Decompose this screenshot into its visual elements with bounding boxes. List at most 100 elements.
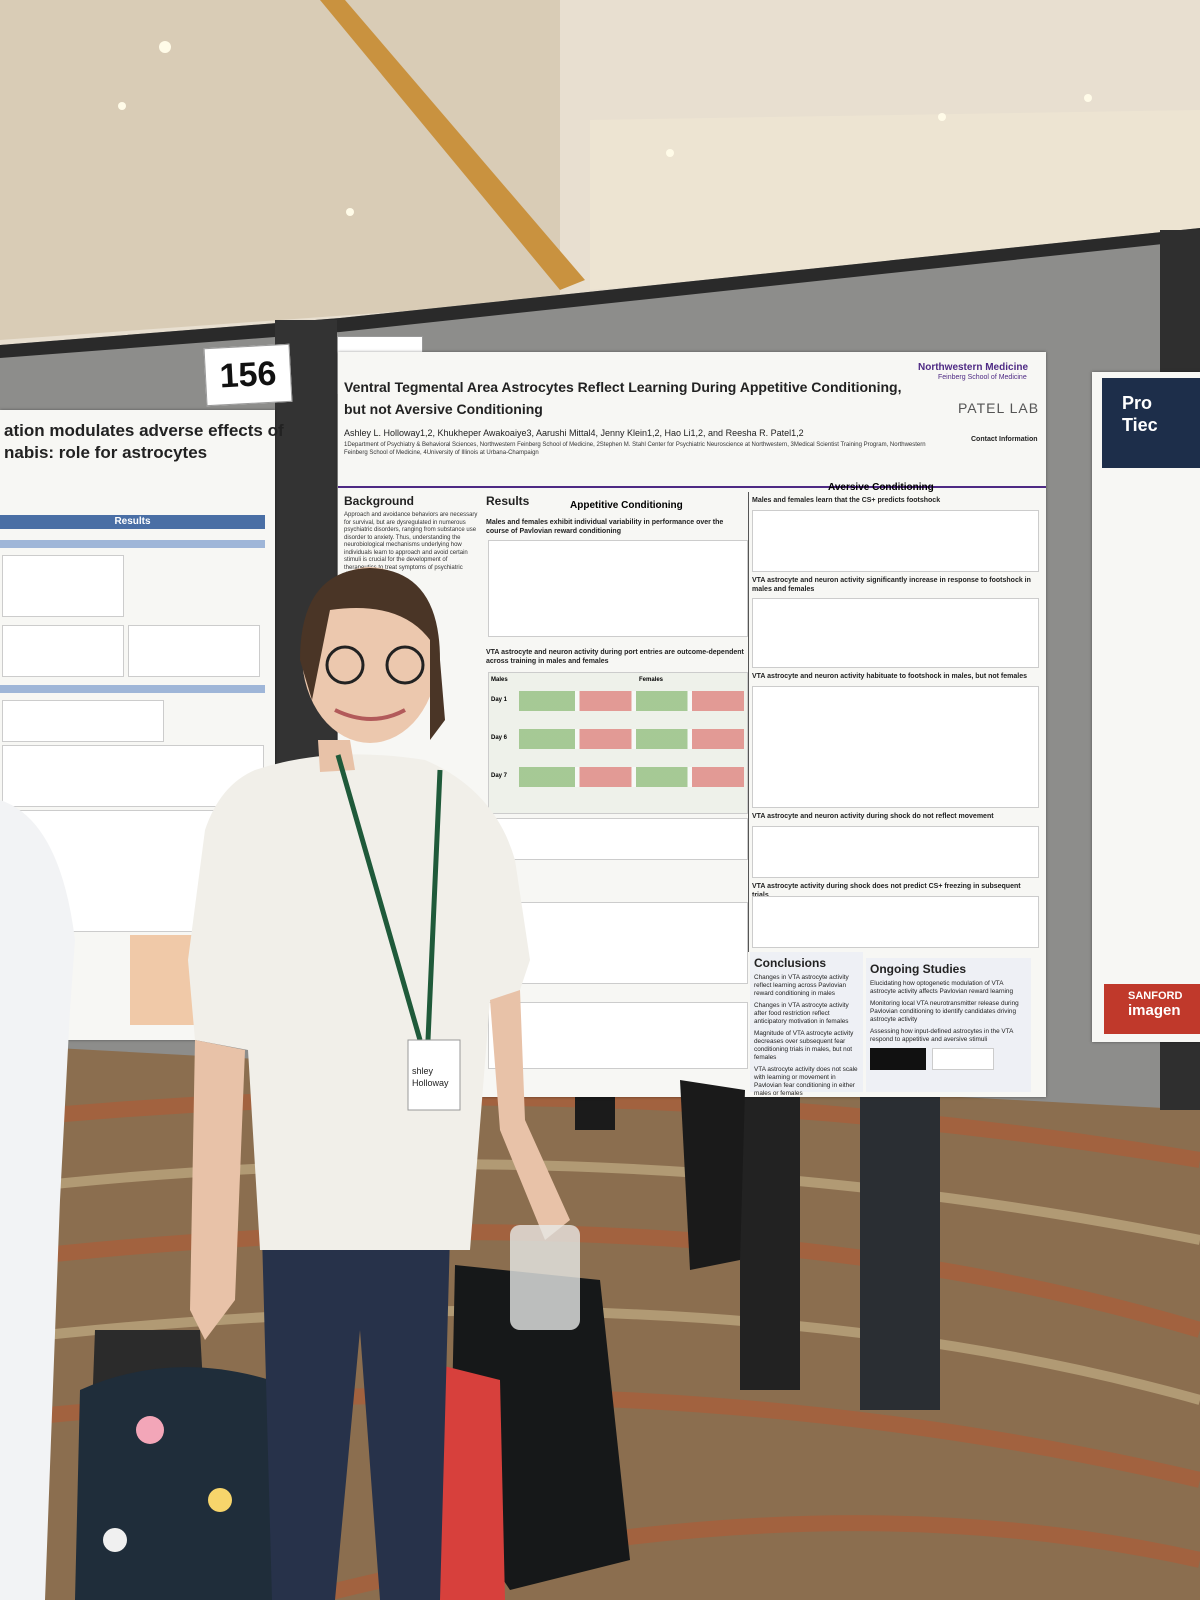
poster-title: Ventral Tegmental Area Astrocytes Reflec…	[344, 376, 902, 420]
ceiling-trim	[320, 0, 585, 290]
lab-name: PATEL LAB	[958, 400, 1040, 416]
figure	[488, 1002, 748, 1069]
subheader-bar	[0, 540, 265, 548]
section-heading: Ongoing Studies	[870, 962, 966, 976]
figure	[752, 598, 1039, 668]
shirt	[188, 754, 530, 1250]
ceiling-light	[938, 113, 946, 121]
section-heading: Conclusions	[754, 956, 827, 970]
badge-name: Holloway	[412, 1078, 449, 1088]
logo: SANFORD imagen	[1104, 984, 1200, 1034]
ceiling-light	[118, 102, 126, 110]
background-person	[740, 1080, 800, 1390]
bullet: VTA astrocyte activity does not scale wi…	[754, 1066, 858, 1097]
trace-row	[519, 767, 744, 787]
bullet: Monitoring local VTA neurotransmitter re…	[870, 1000, 1019, 1023]
ceiling-panel	[0, 0, 560, 340]
cup	[510, 1225, 580, 1330]
arm	[490, 990, 570, 1240]
contact-heading: Contact Information	[971, 436, 1038, 443]
figure	[488, 902, 748, 984]
smile	[334, 708, 406, 721]
figure	[488, 540, 748, 637]
subheader-bar	[0, 685, 265, 693]
figure	[2, 625, 124, 677]
figure	[128, 625, 260, 677]
trace-row	[519, 691, 744, 711]
finding: Males and females learn that the CS+ pre…	[752, 497, 941, 504]
micrograph	[870, 1048, 926, 1070]
finding: VTA astrocyte and neuron activity habitu…	[752, 673, 1027, 680]
right-poster: Pro Tiec SANFORD imagen	[1092, 372, 1200, 1042]
finding: VTA astrocyte and neuron activity during…	[752, 813, 994, 820]
background-person	[860, 1080, 940, 1410]
bullet: Magnitude of VTA astrocyte activity decr…	[754, 1030, 854, 1061]
title-line: Pro	[1122, 393, 1153, 413]
ceiling-light	[666, 149, 674, 157]
title-line: Tiec	[1122, 415, 1158, 435]
day-label: Day 1	[491, 697, 508, 703]
bullet: Changes in VTA astrocyte activity reflec…	[754, 974, 849, 997]
finding: VTA astrocyte and neuron activity signif…	[752, 577, 1031, 593]
bag-flower	[208, 1488, 232, 1512]
affiliations: 1Department of Psychiatry & Behavioral S…	[344, 442, 926, 456]
column-divider	[748, 492, 749, 952]
glasses	[325, 645, 365, 685]
floral-bag	[75, 1367, 280, 1600]
conclusions: Conclusions Changes in VTA astrocyte act…	[750, 952, 863, 1097]
jeans	[262, 1235, 450, 1600]
poster-title: ation modulates adverse effects of nabis…	[4, 420, 284, 464]
arm	[190, 1040, 245, 1340]
bag-flower	[103, 1528, 127, 1552]
bullet: Assessing how input-defined astrocytes i…	[870, 1028, 1014, 1043]
logo-line: SANFORD	[1128, 990, 1183, 1002]
section-heading: Results	[486, 494, 530, 508]
authors: Ashley L. Holloway1,2, Khukheper Awakoai…	[344, 428, 804, 438]
title-line: nabis: role for astrocytes	[4, 443, 208, 462]
glasses	[385, 645, 425, 685]
poster-title: Pro Tiec	[1102, 378, 1200, 468]
group-label: Females	[639, 677, 664, 683]
section-heading: Background	[344, 494, 415, 508]
column-heading: Aversive Conditioning	[828, 482, 934, 493]
ceiling-light	[346, 208, 354, 216]
school: Feinberg School of Medicine	[938, 374, 1027, 381]
trace-row	[519, 729, 744, 749]
hair	[300, 568, 445, 740]
ongoing-studies: Ongoing Studies Elucidating how optogene…	[866, 958, 1031, 1092]
bullet: Elucidating how optogenetic modulation o…	[870, 980, 1014, 995]
title-line: Ventral Tegmental Area Astrocytes Reflec…	[344, 379, 902, 395]
title-line: ation modulates adverse effects of	[4, 421, 284, 440]
figure	[2, 555, 124, 617]
institution: Northwestern Medicine	[918, 362, 1029, 373]
figure	[2, 700, 164, 742]
figure	[752, 686, 1039, 808]
divider	[338, 486, 1046, 488]
title-line: but not Aversive Conditioning	[344, 401, 543, 417]
bullet: Changes in VTA astrocyte activity after …	[754, 1002, 849, 1025]
figure	[2, 745, 264, 807]
figure	[488, 818, 748, 860]
bag-flower	[136, 1416, 164, 1444]
ceiling-light	[1084, 94, 1092, 102]
day-label: Day 7	[491, 773, 508, 779]
finding: VTA astrocyte and neuron activity during…	[486, 649, 744, 665]
figure	[752, 896, 1039, 948]
day-label: Day 6	[491, 735, 508, 741]
badge	[407, 1039, 461, 1111]
logo-line: imagen	[1128, 1002, 1181, 1019]
section-header: Results	[0, 515, 265, 529]
ceiling-light	[159, 41, 171, 53]
figure: Males Females Day 1 Day 6 Day 7	[488, 672, 748, 814]
figure-row	[870, 1048, 1027, 1070]
column-heading: Appetitive Conditioning	[570, 500, 683, 511]
figure	[752, 510, 1039, 572]
badge-name: shley	[412, 1066, 434, 1076]
figure	[752, 826, 1039, 878]
handbag	[680, 1080, 745, 1270]
finding: Males and females exhibit individual var…	[486, 519, 724, 535]
person-left-edge	[0, 800, 75, 1600]
